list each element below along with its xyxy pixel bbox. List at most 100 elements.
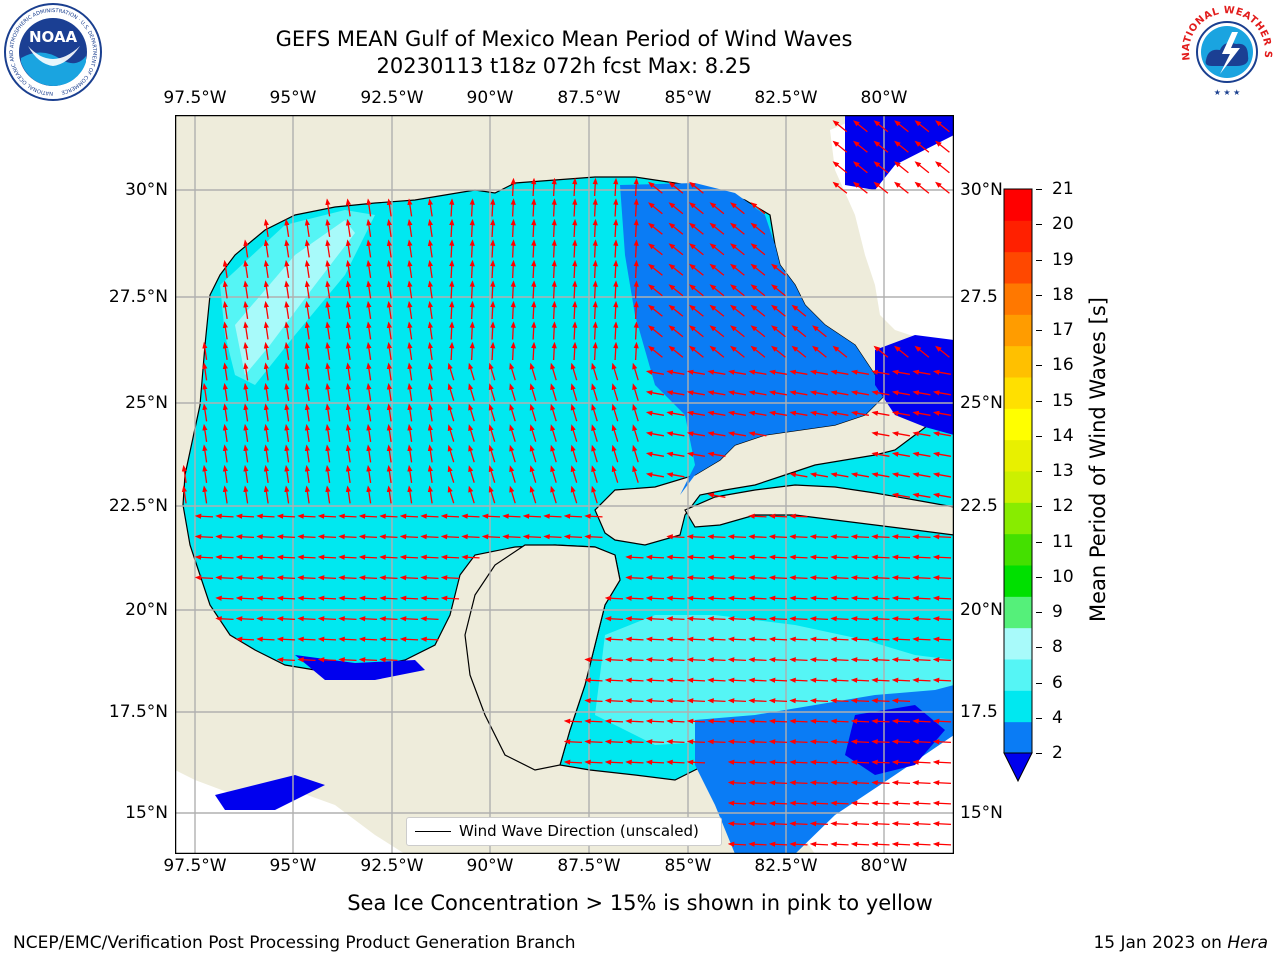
wave-direction-arrow <box>447 485 455 504</box>
colorbar-tick-mark <box>1036 294 1042 296</box>
wave-direction-arrow <box>584 718 603 724</box>
plot-title-line1: GEFS MEAN Gulf of Mexico Mean Period of … <box>275 27 853 51</box>
wave-direction-arrow <box>648 345 663 358</box>
wave-direction-arrow <box>215 513 234 519</box>
wave-direction-arrow <box>632 383 639 401</box>
wave-direction-arrow <box>625 575 644 581</box>
wave-direction-arrow <box>531 300 537 320</box>
colorbar-tick-mark <box>1036 330 1042 331</box>
wave-direction-arrow <box>570 485 578 504</box>
wave-direction-arrow <box>386 259 392 278</box>
wave-direction-arrow <box>891 410 911 416</box>
wave-direction-arrow <box>263 485 269 504</box>
wave-direction-arrow <box>345 423 351 442</box>
wave-direction-arrow <box>645 472 665 478</box>
wave-direction-arrow <box>420 575 439 581</box>
wave-direction-arrow <box>358 513 378 519</box>
wave-direction-arrow <box>727 595 747 601</box>
date-line: 15 Jan 2023 on Hera <box>1093 933 1268 953</box>
wave-direction-arrow <box>469 198 475 217</box>
wave-direction-arrow <box>768 677 788 683</box>
wave-direction-arrow <box>427 382 433 401</box>
wave-direction-arrow <box>873 140 889 153</box>
wave-direction-arrow <box>592 321 598 340</box>
colorbar-tick-label: 19 <box>1052 249 1074 270</box>
wave-direction-arrow <box>202 403 208 422</box>
wave-direction-arrow <box>666 554 685 560</box>
wave-direction-arrow <box>730 345 745 358</box>
wave-direction-arrow <box>510 341 516 361</box>
wave-direction-arrow <box>572 321 578 340</box>
wave-direction-arrow <box>830 739 849 745</box>
wave-direction-arrow <box>668 243 684 256</box>
wave-direction-arrow <box>809 534 829 540</box>
wave-direction-arrow <box>604 759 624 765</box>
wave-direction-arrow <box>789 657 808 663</box>
wave-direction-arrow <box>202 444 208 463</box>
wave-direction-arrow <box>891 390 911 396</box>
wave-direction-arrow <box>490 280 496 299</box>
wave-direction-arrow <box>709 304 725 317</box>
wave-direction-arrow <box>668 263 684 276</box>
wave-direction-arrow <box>748 513 767 519</box>
wave-direction-arrow <box>935 140 950 153</box>
wave-direction-arrow <box>427 198 433 217</box>
wave-direction-arrow <box>407 198 413 217</box>
wave-direction-arrow <box>592 259 598 279</box>
wave-direction-arrow <box>632 424 639 442</box>
wave-direction-arrow <box>407 218 413 237</box>
wave-direction-arrow <box>768 369 788 375</box>
wave-direction-arrow <box>284 300 290 319</box>
wave-direction-arrow <box>531 259 537 279</box>
wave-direction-arrow <box>420 616 439 622</box>
wave-direction-arrow <box>707 636 726 642</box>
lat-tick-right: 17.5 <box>960 702 998 722</box>
wave-direction-arrow <box>727 575 747 581</box>
wave-direction-arrow <box>871 698 890 704</box>
wave-direction-arrow <box>914 161 930 174</box>
wave-direction-arrow <box>750 345 766 358</box>
wave-direction-arrow <box>263 464 269 483</box>
wave-direction-arrow <box>750 325 766 338</box>
wave-direction-arrow <box>407 382 413 401</box>
wave-direction-arrow <box>427 300 433 319</box>
wave-direction-arrow <box>891 492 911 498</box>
wave-direction-arrow <box>509 485 516 504</box>
wave-direction-arrow <box>666 759 685 765</box>
wave-direction-arrow <box>325 341 331 360</box>
wave-direction-arrow <box>633 218 639 238</box>
colorbar-title: Mean Period of Wind Waves [s] <box>1086 297 1110 622</box>
wave-direction-arrow <box>407 464 413 483</box>
wave-direction-arrow <box>263 321 269 340</box>
wave-direction-arrow <box>891 718 911 724</box>
wave-direction-arrow <box>469 321 475 340</box>
wave-direction-arrow <box>399 554 419 560</box>
colorbar-band <box>1004 533 1032 566</box>
wave-direction-arrow <box>935 120 950 133</box>
wave-direction-arrow <box>510 259 516 279</box>
wave-direction-arrow <box>297 534 316 540</box>
wave-direction-arrow <box>625 759 644 765</box>
wave-direction-arrow <box>222 300 228 319</box>
wave-direction-arrow <box>727 636 747 642</box>
wave-direction-arrow <box>386 382 392 401</box>
wave-direction-arrow <box>613 218 619 238</box>
wave-direction-arrow <box>914 120 930 133</box>
wave-direction-arrow <box>531 280 537 299</box>
wave-direction-arrow <box>625 616 644 622</box>
wave-direction-arrow <box>850 677 870 683</box>
wave-direction-arrow <box>748 636 767 642</box>
wave-direction-arrow <box>584 739 603 745</box>
wave-direction-arrow <box>891 575 911 581</box>
wave-direction-arrow <box>469 300 475 320</box>
wave-direction-arrow <box>686 369 706 375</box>
wave-direction-arrow <box>427 403 433 422</box>
wave-direction-arrow <box>648 284 663 297</box>
wave-direction-arrow <box>789 821 808 827</box>
wave-direction-arrow <box>488 424 496 442</box>
pacific-ocean <box>175 770 405 854</box>
wave-direction-arrow <box>563 513 583 519</box>
wave-direction-arrow <box>789 554 808 560</box>
wave-direction-arrow <box>222 259 228 278</box>
cuba-land <box>684 484 954 536</box>
